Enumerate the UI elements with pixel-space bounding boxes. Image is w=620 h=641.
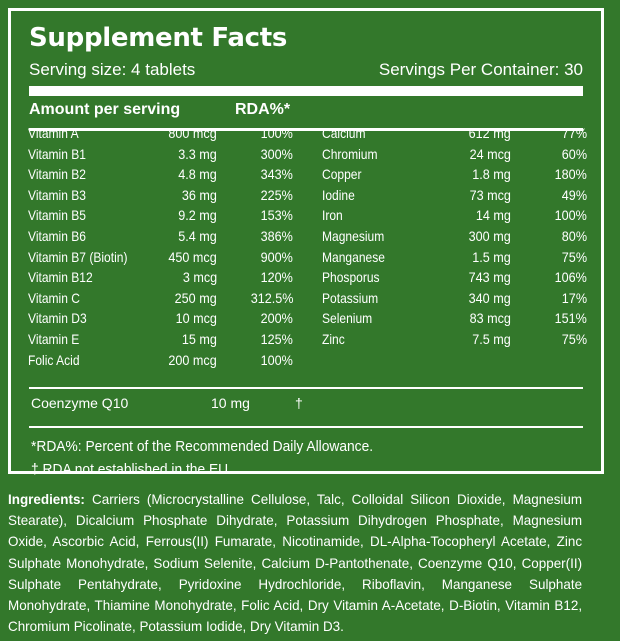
serving-size: Serving size: 4 tablets (29, 60, 196, 79)
nutrient-name: Vitamin B2 (28, 166, 87, 183)
nutrient-name: Calcium (322, 125, 366, 141)
nutrient-name: Vitamin D3 (28, 310, 87, 327)
nutrient-rda: 120% (260, 269, 293, 286)
coenzyme-divider-top (29, 387, 583, 389)
coenzyme-name: Coenzyme Q10 (31, 395, 129, 411)
nutrient-rda: 200% (260, 310, 293, 327)
nutrient-name: Vitamin B12 (28, 269, 93, 286)
nutrient-amount: 250 mg (174, 289, 217, 306)
nutrient-rda: 100% (260, 125, 293, 141)
nutrient-amount: 800 mcg (168, 125, 217, 141)
nutrient-name: Vitamin B3 (28, 186, 87, 203)
nutrient-amount: 5.4 mg (178, 228, 217, 244)
nutrient-name: Selenium (322, 310, 373, 327)
nutrient-rda: 106% (554, 269, 587, 286)
nutrient-name: Vitamin B1 (28, 145, 87, 162)
nutrient-amount: 200 mcg (168, 351, 217, 368)
coenzyme-rda: † (295, 395, 303, 411)
nutrient-amount: 83 mcg (469, 310, 511, 327)
nutrient-amount: 24 mcg (469, 145, 511, 162)
servings-per-container: Servings Per Container: 30 (378, 60, 583, 79)
nutrient-name: Magnesium (322, 228, 385, 244)
nutrient-name: Vitamin B6 (28, 228, 87, 244)
nutrient-rda: 300% (260, 145, 293, 162)
nutrient-name: Manganese (322, 248, 385, 265)
nutrient-rda: 75% (561, 248, 587, 265)
nutrient-rda: 77% (561, 125, 587, 141)
nutrient-rda: 125% (260, 331, 293, 347)
nutrient-rda: 343% (260, 166, 293, 183)
amount-header: Amount per serving (29, 101, 181, 118)
nutrient-rda: 180% (554, 166, 587, 183)
ingredients-paragraph: Ingredients: Carriers (Microcrystalline … (8, 489, 582, 637)
nutrient-amount: 3.3 mg (178, 145, 217, 162)
nutrient-rda: 80% (561, 228, 587, 244)
nutrient-amount: 4.8 mg (178, 166, 217, 183)
nutrient-amount: 300 mg (468, 228, 511, 244)
ingredients-text: Carriers (Microcrystalline Cellulose, Ta… (8, 491, 583, 635)
nutrient-rda: 151% (554, 310, 587, 327)
nutrient-rda: 386% (260, 228, 293, 244)
nutrient-name: Potassium (322, 289, 379, 306)
ingredients-label: Ingredients: (8, 491, 85, 507)
nutrient-name: Vitamin A (28, 125, 79, 141)
nutrient-amount: 73 mcg (469, 186, 511, 203)
panel-title: Supplement Facts (29, 23, 288, 53)
nutrient-rda: 153% (260, 207, 293, 224)
thick-divider (29, 86, 583, 96)
nutrient-amount: 9.2 mg (178, 207, 217, 224)
nutrient-rda: 900% (260, 248, 293, 265)
nutrient-amount: 15 mg (181, 331, 217, 347)
nutrient-rda: 100% (554, 207, 587, 224)
nutrient-rda: 312.5% (250, 289, 293, 306)
nutrient-amount: 10 mcg (175, 310, 217, 327)
footnote-dagger: † RDA not established in the EU. (31, 461, 232, 478)
nutrient-name: Copper (322, 166, 362, 183)
nutrient-name: Vitamin E (28, 331, 80, 347)
nutrient-rda: 225% (260, 186, 293, 203)
nutrient-amount: 14 mg (475, 207, 511, 224)
coenzyme-divider-bottom (29, 426, 583, 428)
coenzyme-amount: 10 mg (211, 395, 250, 411)
nutrient-amount: 36 mg (181, 186, 217, 203)
nutrient-rda: 49% (561, 186, 587, 203)
nutrient-amount: 340 mg (468, 289, 511, 306)
nutrient-rda: 75% (561, 331, 587, 347)
nutrient-amount: 743 mg (468, 269, 511, 286)
nutrient-amount: 7.5 mg (472, 331, 511, 347)
nutrient-amount: 3 mcg (182, 269, 217, 286)
nutrient-name: Iron (322, 207, 343, 224)
nutrient-rda: 100% (260, 351, 293, 368)
nutrient-name: Folic Acid (28, 351, 80, 368)
nutrient-name: Vitamin B7 (Biotin) (28, 248, 128, 265)
nutrient-name: Zinc (322, 331, 345, 347)
nutrient-amount: 450 mcg (168, 248, 217, 265)
nutrient-name: Iodine (322, 186, 355, 203)
footnote-rda: *RDA%: Percent of the Recommended Daily … (31, 438, 374, 455)
nutrient-amount: 1.8 mg (472, 166, 511, 183)
nutrient-name: Vitamin B5 (28, 207, 87, 224)
nutrient-name: Chromium (322, 145, 378, 162)
header-divider (29, 128, 583, 131)
nutrient-name: Vitamin C (28, 289, 80, 306)
supplement-facts-panel: Supplement Facts Serving size: 4 tablets… (8, 8, 604, 478)
rda-header: RDA%* (235, 101, 291, 118)
nutrient-amount: 1.5 mg (472, 248, 511, 265)
nutrient-rda: 60% (561, 145, 587, 162)
nutrient-name: Phosporus (322, 269, 380, 286)
nutrient-rda: 17% (561, 289, 587, 306)
nutrient-amount: 612 mg (468, 125, 511, 141)
